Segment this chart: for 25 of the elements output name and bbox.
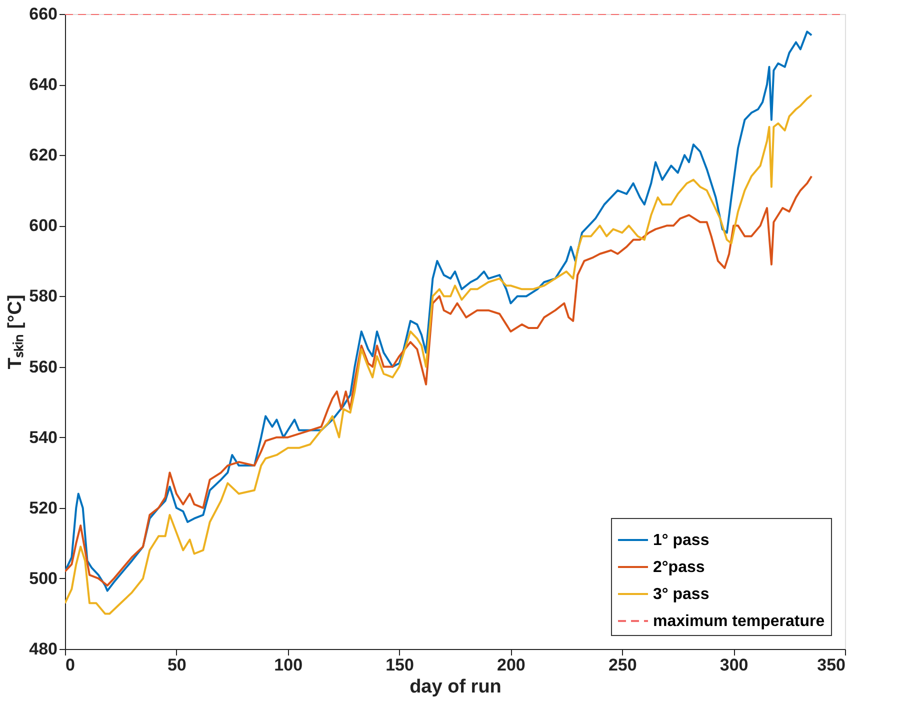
- y-tick-label: 540: [29, 428, 58, 447]
- y-tick-label: 480: [29, 640, 58, 658]
- y-tick-label: 620: [29, 146, 58, 165]
- x-tick-label: 50: [167, 656, 186, 674]
- x-tick-label: 150: [386, 656, 414, 674]
- y-tick-label: 600: [29, 216, 58, 236]
- legend-label: maximum temperature: [653, 613, 825, 630]
- x-tick-label: 350: [817, 656, 846, 674]
- x-tick-label: 200: [497, 656, 526, 674]
- legend-label: 3° pass: [653, 586, 710, 603]
- y-tick-label: 560: [29, 357, 58, 376]
- x-tick-label: 100: [274, 656, 303, 674]
- x-tick-label: 0: [66, 656, 75, 674]
- y-axis-title: Tₛₖᵢₙ [°C]: [5, 294, 26, 370]
- x-tick-label: 250: [608, 656, 637, 674]
- x-axis-title: day of run: [410, 676, 502, 698]
- y-tick-label: 520: [29, 498, 58, 518]
- legend-label: 1° pass: [653, 532, 710, 549]
- x-tick-label: 300: [720, 656, 748, 674]
- legend-label: 2°pass: [653, 559, 705, 576]
- y-tick-label: 500: [29, 568, 58, 588]
- y-tick-label: 640: [29, 75, 58, 94]
- y-tick-label: 660: [29, 4, 58, 24]
- line-series: [65, 175, 813, 586]
- y-tick-label: 580: [29, 286, 58, 306]
